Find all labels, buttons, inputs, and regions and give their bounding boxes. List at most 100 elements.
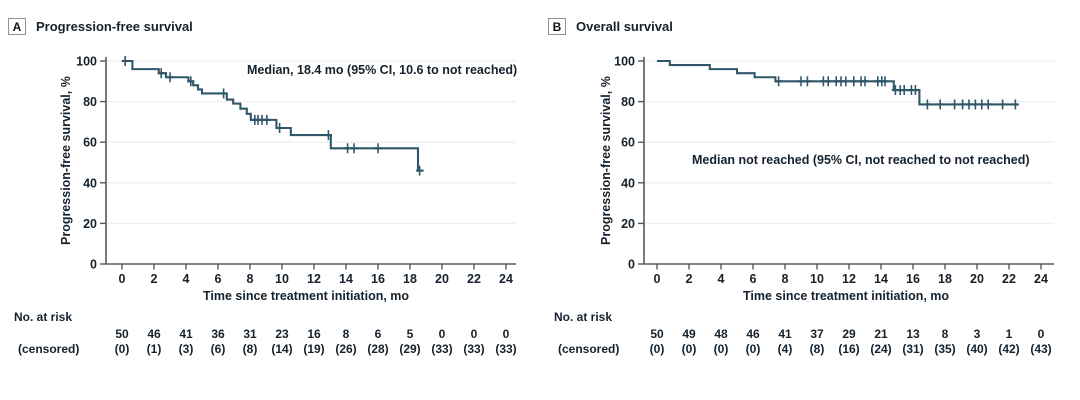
svg-text:14: 14 <box>874 272 888 286</box>
svg-text:(33): (33) <box>463 342 484 356</box>
axes <box>105 57 516 265</box>
svg-text:20: 20 <box>435 272 449 286</box>
svg-text:(19): (19) <box>303 342 324 356</box>
y-tick-labels: 0 20 40 60 80 100 <box>76 55 106 272</box>
risk-table-censored-label: (censored) <box>558 342 620 356</box>
svg-text:8: 8 <box>247 272 254 286</box>
censor-marks <box>775 76 1019 110</box>
svg-text:60: 60 <box>83 136 97 150</box>
svg-text:(8): (8) <box>810 342 825 356</box>
svg-text:(16): (16) <box>838 342 859 356</box>
svg-text:(0): (0) <box>714 342 729 356</box>
svg-text:0: 0 <box>119 272 126 286</box>
panel-letter-badge: A <box>8 18 26 35</box>
svg-text:14: 14 <box>339 272 353 286</box>
svg-text:21: 21 <box>874 327 888 341</box>
gridlines <box>106 60 516 225</box>
risk-table-label: No. at risk <box>554 310 613 324</box>
svg-text:(8): (8) <box>243 342 258 356</box>
svg-text:(33): (33) <box>495 342 516 356</box>
svg-text:18: 18 <box>403 272 417 286</box>
svg-text:41: 41 <box>179 327 193 341</box>
svg-text:37: 37 <box>810 327 824 341</box>
svg-text:24: 24 <box>1034 272 1048 286</box>
risk-table-values: 50(0)49(0)48(0)46(0)41(4)37(8)29(16)21(2… <box>650 327 1052 356</box>
svg-text:0: 0 <box>471 327 478 341</box>
svg-text:(33): (33) <box>431 342 452 356</box>
svg-text:13: 13 <box>906 327 920 341</box>
svg-text:(43): (43) <box>1030 342 1051 356</box>
svg-text:46: 46 <box>147 327 161 341</box>
svg-text:50: 50 <box>115 327 129 341</box>
svg-text:40: 40 <box>621 176 635 190</box>
gridlines <box>644 60 1054 225</box>
svg-text:1: 1 <box>1006 327 1013 341</box>
svg-text:0: 0 <box>628 258 635 272</box>
svg-text:2: 2 <box>686 272 693 286</box>
risk-table-censored-label: (censored) <box>18 342 80 356</box>
svg-text:0: 0 <box>503 327 510 341</box>
km-curve <box>122 59 424 172</box>
svg-text:(6): (6) <box>211 342 226 356</box>
svg-text:100: 100 <box>76 55 97 69</box>
x-tick-labels: 0 2 4 6 8 10 12 14 16 18 20 22 24 <box>654 264 1048 286</box>
svg-text:80: 80 <box>621 95 635 109</box>
risk-table-values: 50(0)46(1)41(3)36(6)31(8)23(14)16(19)8(2… <box>115 327 517 356</box>
svg-text:48: 48 <box>714 327 728 341</box>
x-tick-labels: 0 2 4 6 8 10 12 14 16 18 20 22 24 <box>119 264 513 286</box>
svg-text:40: 40 <box>83 176 97 190</box>
censor-marks <box>121 56 424 176</box>
svg-text:8: 8 <box>343 327 350 341</box>
svg-text:0: 0 <box>654 272 661 286</box>
svg-text:8: 8 <box>782 272 789 286</box>
svg-text:6: 6 <box>215 272 222 286</box>
svg-text:(28): (28) <box>367 342 388 356</box>
svg-text:(4): (4) <box>778 342 793 356</box>
svg-text:22: 22 <box>467 272 481 286</box>
svg-text:49: 49 <box>682 327 696 341</box>
svg-text:20: 20 <box>621 217 635 231</box>
svg-text:(42): (42) <box>998 342 1019 356</box>
svg-text:4: 4 <box>718 272 725 286</box>
svg-text:(3): (3) <box>179 342 194 356</box>
svg-text:12: 12 <box>842 272 856 286</box>
panel-letter-badge: B <box>548 18 566 35</box>
panel-header: A Progression-free survival <box>8 18 193 35</box>
svg-text:4: 4 <box>183 272 190 286</box>
panel-progression-free-survival: A Progression-free survival Progression-… <box>8 18 518 357</box>
svg-text:(24): (24) <box>870 342 891 356</box>
svg-text:50: 50 <box>650 327 664 341</box>
svg-text:(1): (1) <box>147 342 162 356</box>
svg-text:16: 16 <box>371 272 385 286</box>
panel-overall-survival: B Overall survival Progression-free surv… <box>540 0 1080 400</box>
panel-title: Overall survival <box>576 19 673 34</box>
svg-text:(26): (26) <box>335 342 356 356</box>
svg-text:46: 46 <box>746 327 760 341</box>
svg-text:0: 0 <box>90 258 97 272</box>
svg-text:(0): (0) <box>115 342 130 356</box>
axes <box>643 57 1054 265</box>
panel-title: Progression-free survival <box>36 19 193 34</box>
svg-text:(0): (0) <box>650 342 665 356</box>
svg-text:(40): (40) <box>966 342 987 356</box>
svg-text:29: 29 <box>842 327 856 341</box>
svg-text:24: 24 <box>499 272 513 286</box>
svg-text:16: 16 <box>307 327 321 341</box>
svg-text:20: 20 <box>83 217 97 231</box>
svg-text:(29): (29) <box>399 342 420 356</box>
x-axis-label: Time since treatment initiation, mo <box>742 289 950 303</box>
median-annotation: Median, 18.4 mo (95% CI, 10.6 to not rea… <box>247 63 518 77</box>
svg-text:80: 80 <box>83 95 97 109</box>
svg-text:2: 2 <box>151 272 158 286</box>
risk-table-label: No. at risk <box>14 310 73 324</box>
svg-text:(35): (35) <box>934 342 955 356</box>
svg-text:20: 20 <box>970 272 984 286</box>
svg-text:0: 0 <box>1038 327 1045 341</box>
svg-text:31: 31 <box>243 327 257 341</box>
svg-text:12: 12 <box>307 272 321 286</box>
svg-text:10: 10 <box>275 272 289 286</box>
svg-text:22: 22 <box>1002 272 1016 286</box>
